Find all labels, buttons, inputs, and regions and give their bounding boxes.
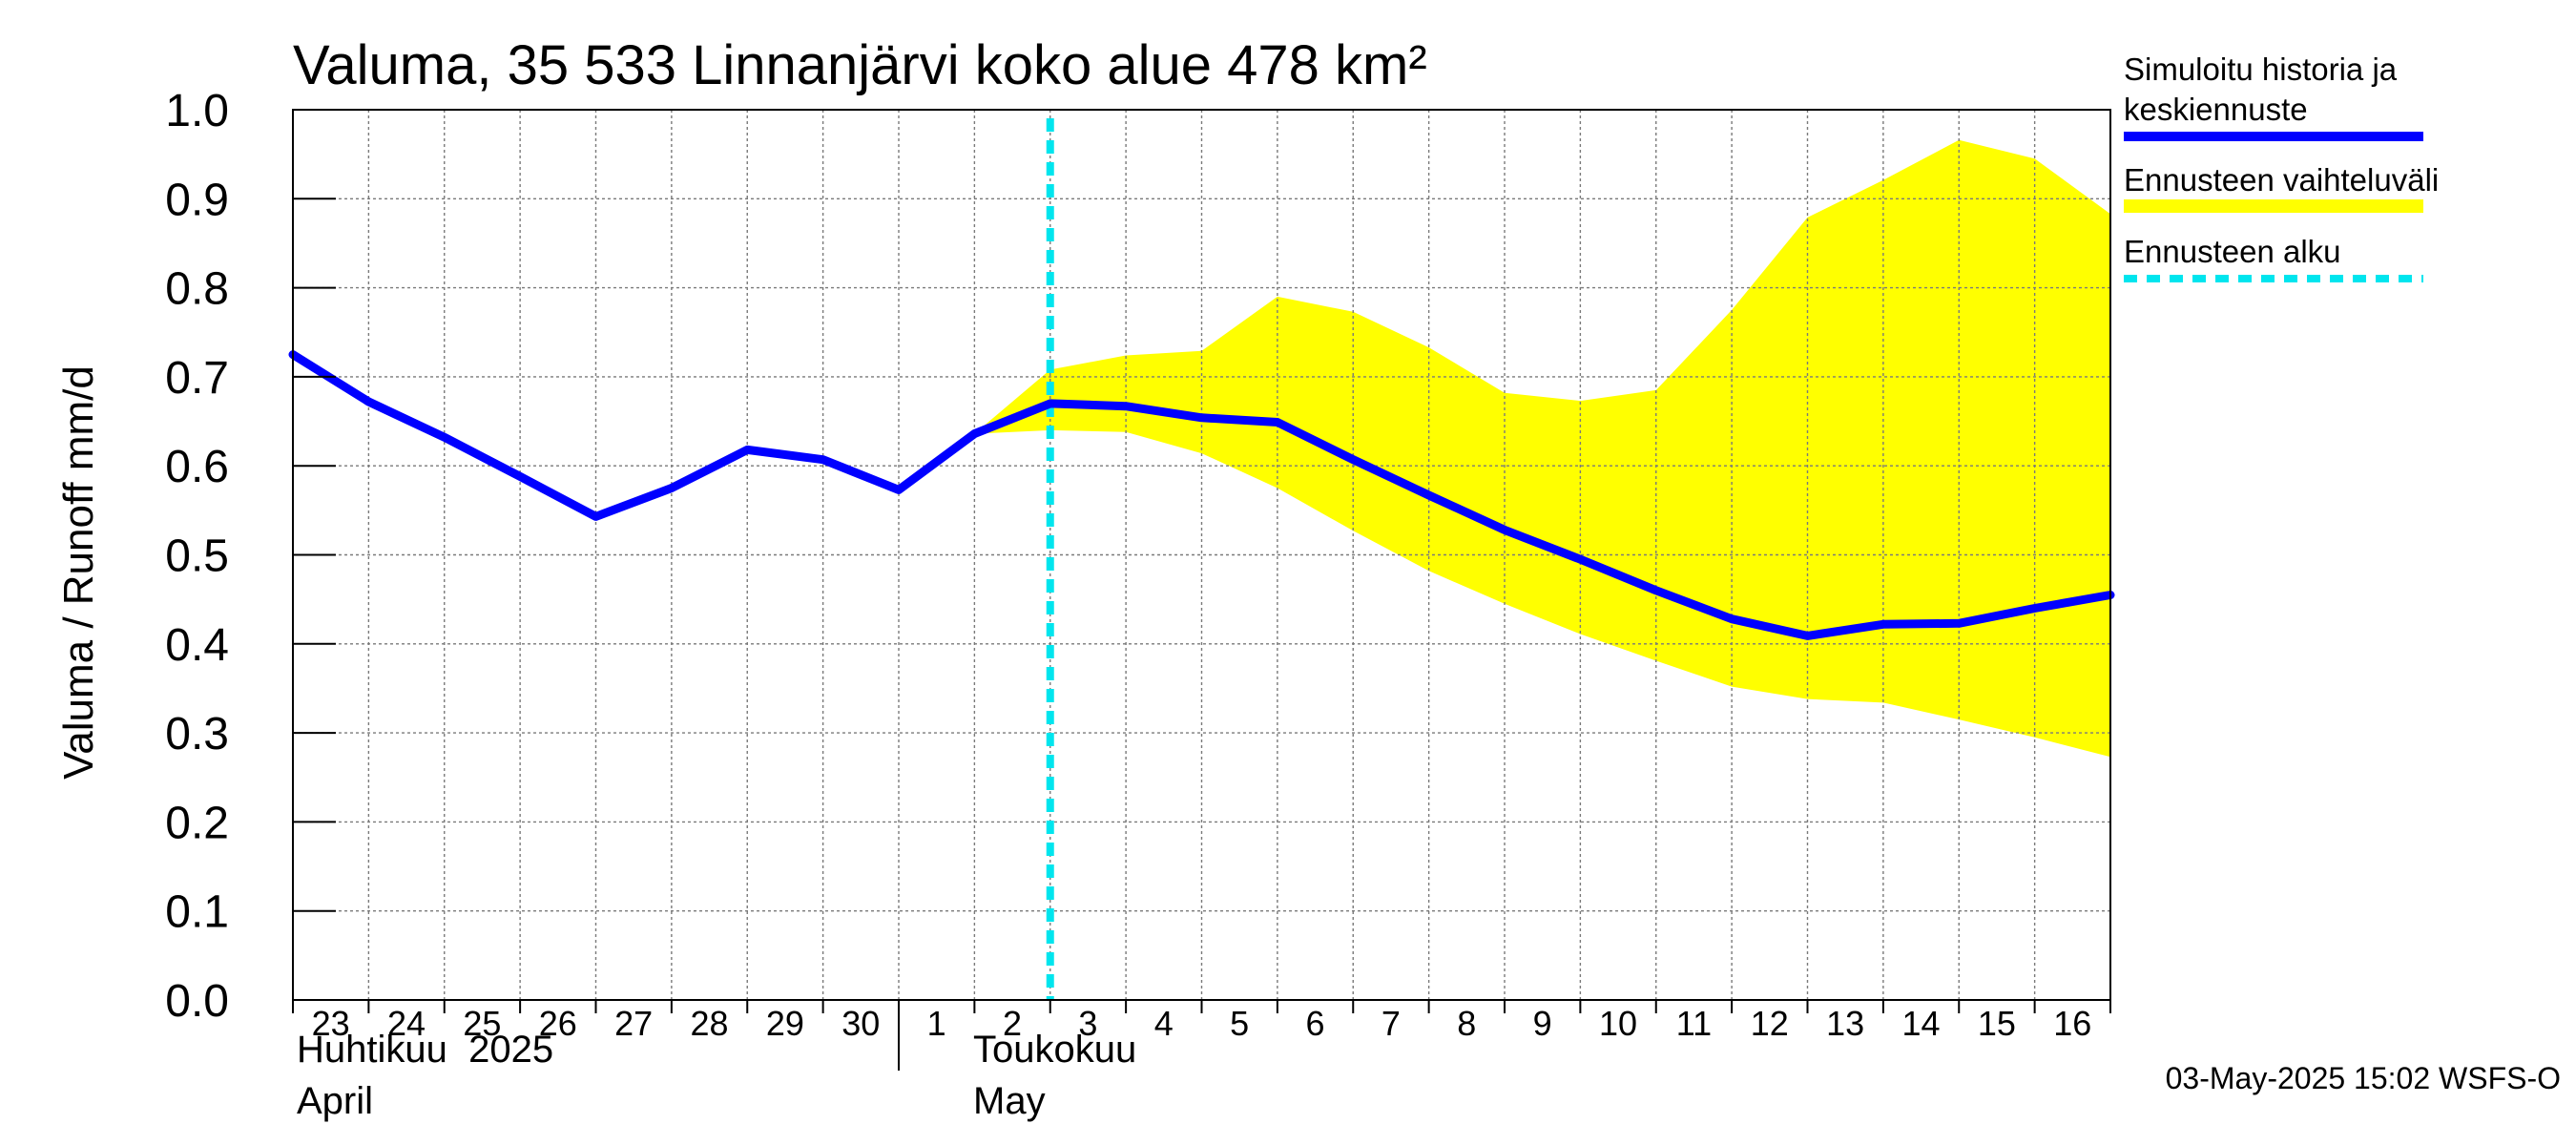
runoff-line-layer [288, 350, 2115, 640]
x-tick-label: 13 [1826, 1004, 1864, 1043]
forecast-range-band [974, 139, 2110, 758]
legend-label-range: Ennusteen vaihteluväli [2124, 162, 2439, 198]
legend: Simuloitu historia ja keskiennuste Ennus… [2124, 52, 2439, 282]
x-tick-label: 29 [766, 1004, 804, 1043]
x-tick-label: 11 [1676, 1004, 1712, 1043]
x-tick-label: 2 [1003, 1004, 1022, 1043]
runoff-line [288, 350, 2115, 640]
y-tick-label: 0.8 [165, 264, 229, 315]
forecast-range-band-layer [974, 139, 2110, 758]
x-tick-label: 28 [691, 1004, 729, 1043]
y-tick-label: 0.5 [165, 531, 229, 582]
y-tick-label: 1.0 [165, 86, 229, 136]
legend-label-simulated-1: Simuloitu historia ja [2124, 52, 2398, 87]
y-tick-label: 0.7 [165, 353, 229, 404]
x-tick-label: 7 [1381, 1004, 1401, 1043]
x-tick-label: 15 [1978, 1004, 2016, 1043]
y-tick-label: 0.6 [165, 442, 229, 492]
y-tick-label: 0.3 [165, 709, 229, 760]
x-tick-label: 26 [539, 1004, 577, 1043]
x-tick-label: 6 [1306, 1004, 1325, 1043]
x-tick-label: 10 [1599, 1004, 1637, 1043]
x-tick-label: 1 [927, 1004, 946, 1043]
x-tick-label: 12 [1751, 1004, 1789, 1043]
y-tick-label: 0.0 [165, 976, 229, 1027]
x-tick-label: 30 [841, 1004, 880, 1043]
x-tick-label: 9 [1533, 1004, 1552, 1043]
footer-timestamp: 03-May-2025 15:02 WSFS-O [2166, 1061, 2561, 1095]
x-tick-label: 3 [1078, 1004, 1097, 1043]
x-tick-label: 25 [463, 1004, 501, 1043]
month-label-april-en: April [297, 1080, 373, 1122]
y-tick-label: 0.4 [165, 620, 229, 671]
x-tick-label: 8 [1457, 1004, 1476, 1043]
y-tick-label: 0.9 [165, 175, 229, 225]
month-label-may-fi: Toukokuu [973, 1029, 1136, 1071]
x-tick-label: 23 [312, 1004, 350, 1043]
legend-label-simulated-2: keskiennuste [2124, 92, 2308, 127]
x-tick-label: 14 [1902, 1004, 1941, 1043]
y-axis-label: Valuma / Runoff mm/d [55, 365, 102, 780]
chart-title: Valuma, 35 533 Linnanjärvi koko alue 478… [293, 34, 1427, 96]
x-tick-label: 16 [2053, 1004, 2091, 1043]
month-label-april-fi: Huhtikuu 2025 [297, 1029, 553, 1071]
x-tick-label: 5 [1230, 1004, 1249, 1043]
month-label-may-en: May [973, 1080, 1046, 1122]
y-tick-label: 0.1 [165, 887, 229, 938]
x-tick-label: 27 [614, 1004, 653, 1043]
y-tick-label: 0.2 [165, 798, 229, 848]
x-tick-label: 24 [387, 1004, 426, 1043]
legend-label-forecast-start: Ennusteen alku [2124, 234, 2341, 269]
axes-layer: 0.00.10.20.30.40.50.60.70.80.91.023 24 25 2… [165, 86, 2111, 1122]
x-tick-label: 4 [1154, 1004, 1174, 1043]
